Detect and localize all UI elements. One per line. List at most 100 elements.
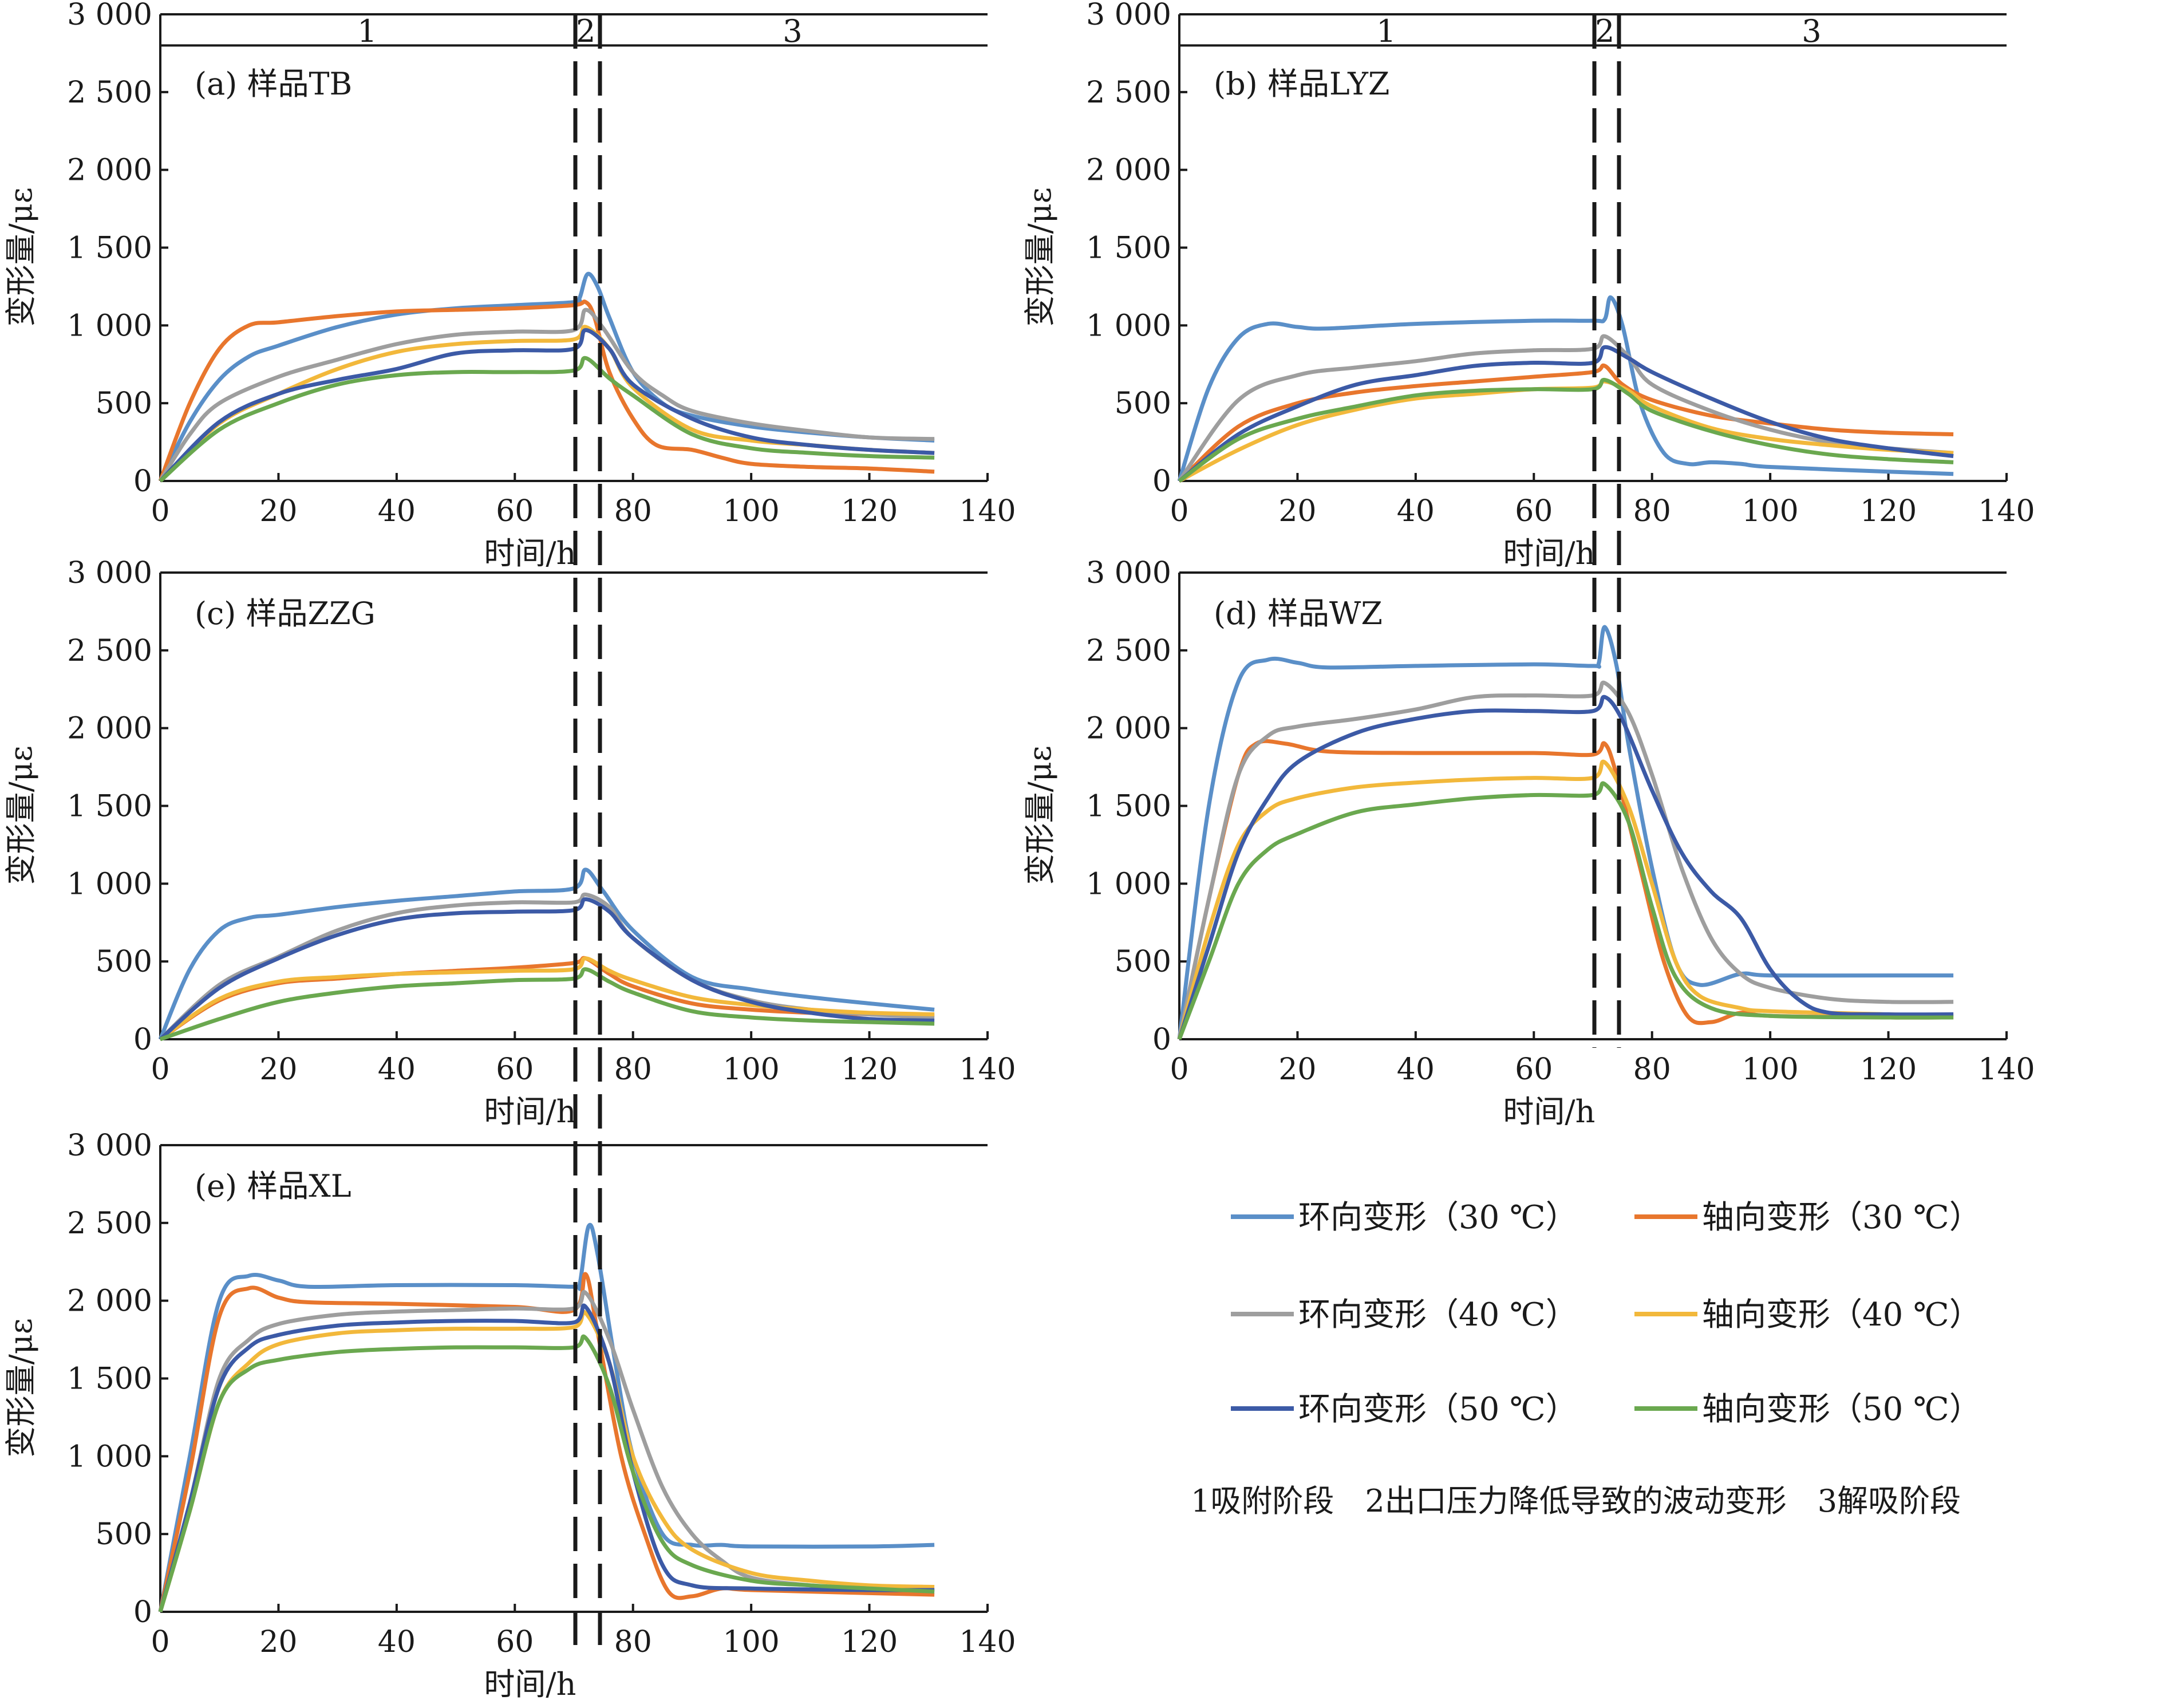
series-line-5 [1177, 781, 1954, 1040]
y-tick-label: 2 000 [67, 712, 152, 746]
y-axis-title: 变形量/με [1022, 187, 1058, 326]
x-tick-label: 120 [1860, 494, 1917, 528]
x-axis-title: 时间/h [484, 535, 576, 571]
x-tick-label: 60 [496, 1052, 534, 1087]
series-line-2 [158, 1289, 935, 1612]
y-tick-label: 2 500 [67, 76, 152, 110]
x-tick-label: 80 [614, 1625, 652, 1659]
x-tick-label: 120 [841, 1625, 898, 1659]
chart-panel-1: 1 2 3 0 500 1 000 1 500 2 000 2 500 3 000 0 20 40 60 8… [1022, 0, 2035, 571]
series-line-5 [158, 1334, 935, 1612]
x-tick-label: 140 [1978, 494, 2035, 528]
x-tick-label: 20 [259, 1052, 297, 1087]
y-tick-label: 500 [96, 1517, 152, 1552]
stage-legend-note: 1吸附阶段 2出口压力降低导致的波动变形 3解吸阶段 [1191, 1483, 1961, 1519]
y-tick-label: 2 500 [1086, 634, 1171, 668]
panel-title: (e) 样品XL [195, 1168, 352, 1204]
series-line-5 [1178, 377, 1954, 483]
x-tick-label: 60 [496, 494, 534, 528]
y-tick-label: 3 000 [67, 1129, 152, 1163]
legend-label-5: 轴向变形（50 ℃） [1702, 1391, 1981, 1428]
x-tick-label: 20 [259, 494, 297, 528]
y-tick-label: 2 000 [67, 1284, 152, 1319]
y-tick-label: 2 500 [67, 1206, 152, 1241]
x-tick-label: 140 [959, 494, 1016, 528]
x-tick-label: 80 [614, 494, 652, 528]
y-tick-label: 2 500 [67, 634, 152, 668]
series-line-5 [159, 356, 935, 483]
x-tick-label: 120 [1860, 1052, 1917, 1087]
panel-title: (c) 样品ZZG [195, 595, 376, 632]
y-tick-label: 2 000 [1086, 153, 1171, 188]
y-axis-title: 变形量/με [1022, 745, 1058, 885]
legend-label-2: 环向变形（40 ℃） [1298, 1296, 1578, 1334]
x-tick-label: 20 [259, 1625, 297, 1659]
series-line-0 [158, 867, 935, 1040]
y-tick-label: 3 000 [1086, 556, 1171, 590]
y-tick-label: 0 [1152, 1023, 1171, 1057]
y-tick-label: 0 [133, 464, 152, 499]
y-axis-title: 变形量/με [3, 187, 39, 326]
stage-label-1: 1 [357, 13, 377, 49]
x-axis-title: 时间/h [484, 1666, 576, 1702]
panel-title: (d) 样品WZ [1214, 595, 1383, 632]
legend-label-0: 环向变形（30 ℃） [1298, 1199, 1578, 1236]
x-tick-label: 60 [1515, 1052, 1553, 1087]
y-tick-label: 2 000 [67, 153, 152, 188]
stage-label-1: 1 [1376, 13, 1396, 49]
chart-panel-2: 0 500 1 000 1 500 2 000 2 500 3 000 0 20 40 60 80 10… [3, 556, 1016, 1130]
series-line-0 [1177, 295, 1954, 482]
x-tick-label: 0 [1170, 494, 1188, 528]
y-tick-label: 1 500 [67, 231, 152, 266]
series-line-1 [158, 299, 935, 482]
x-tick-label: 40 [378, 1052, 416, 1087]
x-tick-label: 120 [841, 1052, 898, 1087]
y-tick-label: 0 [133, 1595, 152, 1630]
x-tick-label: 20 [1278, 494, 1316, 528]
x-tick-label: 20 [1278, 1052, 1316, 1087]
x-tick-label: 40 [378, 1625, 416, 1659]
y-axis-title: 变形量/με [3, 1318, 39, 1457]
chart-panel-0: 1 2 3 0 500 1 000 1 500 2 000 2 500 3 000 0 20 40 60 8… [3, 0, 1016, 571]
series-line-1 [1177, 739, 1954, 1040]
stage-label-2: 2 [1595, 13, 1614, 49]
x-tick-label: 100 [723, 1625, 780, 1659]
x-tick-label: 40 [1397, 494, 1435, 528]
series-line-0 [158, 1222, 935, 1612]
y-tick-label: 3 000 [67, 0, 152, 32]
y-tick-label: 1 000 [1086, 867, 1171, 901]
x-axis-title: 时间/h [484, 1094, 576, 1130]
y-tick-label: 2 500 [1086, 76, 1171, 110]
y-tick-label: 0 [1152, 464, 1171, 499]
x-axis-title: 时间/h [1503, 1094, 1595, 1130]
y-tick-label: 1 000 [1086, 309, 1171, 343]
y-axis-title: 变形量/με [3, 745, 39, 885]
x-tick-label: 0 [151, 494, 169, 528]
x-tick-label: 100 [723, 494, 780, 528]
x-tick-label: 100 [1742, 1052, 1799, 1087]
series-line-4 [1177, 695, 1954, 1040]
x-tick-label: 80 [1633, 1052, 1671, 1087]
series-line-3 [1177, 759, 1954, 1040]
x-tick-label: 140 [959, 1625, 1016, 1659]
series-line-4 [1178, 345, 1954, 483]
series-line-4 [159, 897, 935, 1041]
x-tick-label: 100 [723, 1052, 780, 1087]
y-tick-label: 1 500 [67, 1362, 152, 1397]
x-tick-label: 0 [151, 1625, 169, 1659]
stage-label-3: 3 [783, 13, 802, 49]
y-tick-label: 1 500 [67, 790, 152, 824]
chart-panel-3: 0 500 1 000 1 500 2 000 2 500 3 000 0 20 40 60 80 10… [1022, 556, 2035, 1130]
y-tick-label: 2 000 [1086, 712, 1171, 746]
y-tick-label: 1 500 [1086, 231, 1171, 266]
stage-label-2: 2 [576, 13, 595, 49]
series-line-0 [1177, 625, 1954, 1040]
x-axis-title: 时间/h [1503, 535, 1595, 571]
y-tick-label: 500 [1115, 386, 1171, 421]
y-tick-label: 1 000 [67, 309, 152, 343]
x-tick-label: 80 [1633, 494, 1671, 528]
series-line-0 [158, 271, 935, 482]
panel-title: (a) 样品TB [195, 66, 352, 102]
